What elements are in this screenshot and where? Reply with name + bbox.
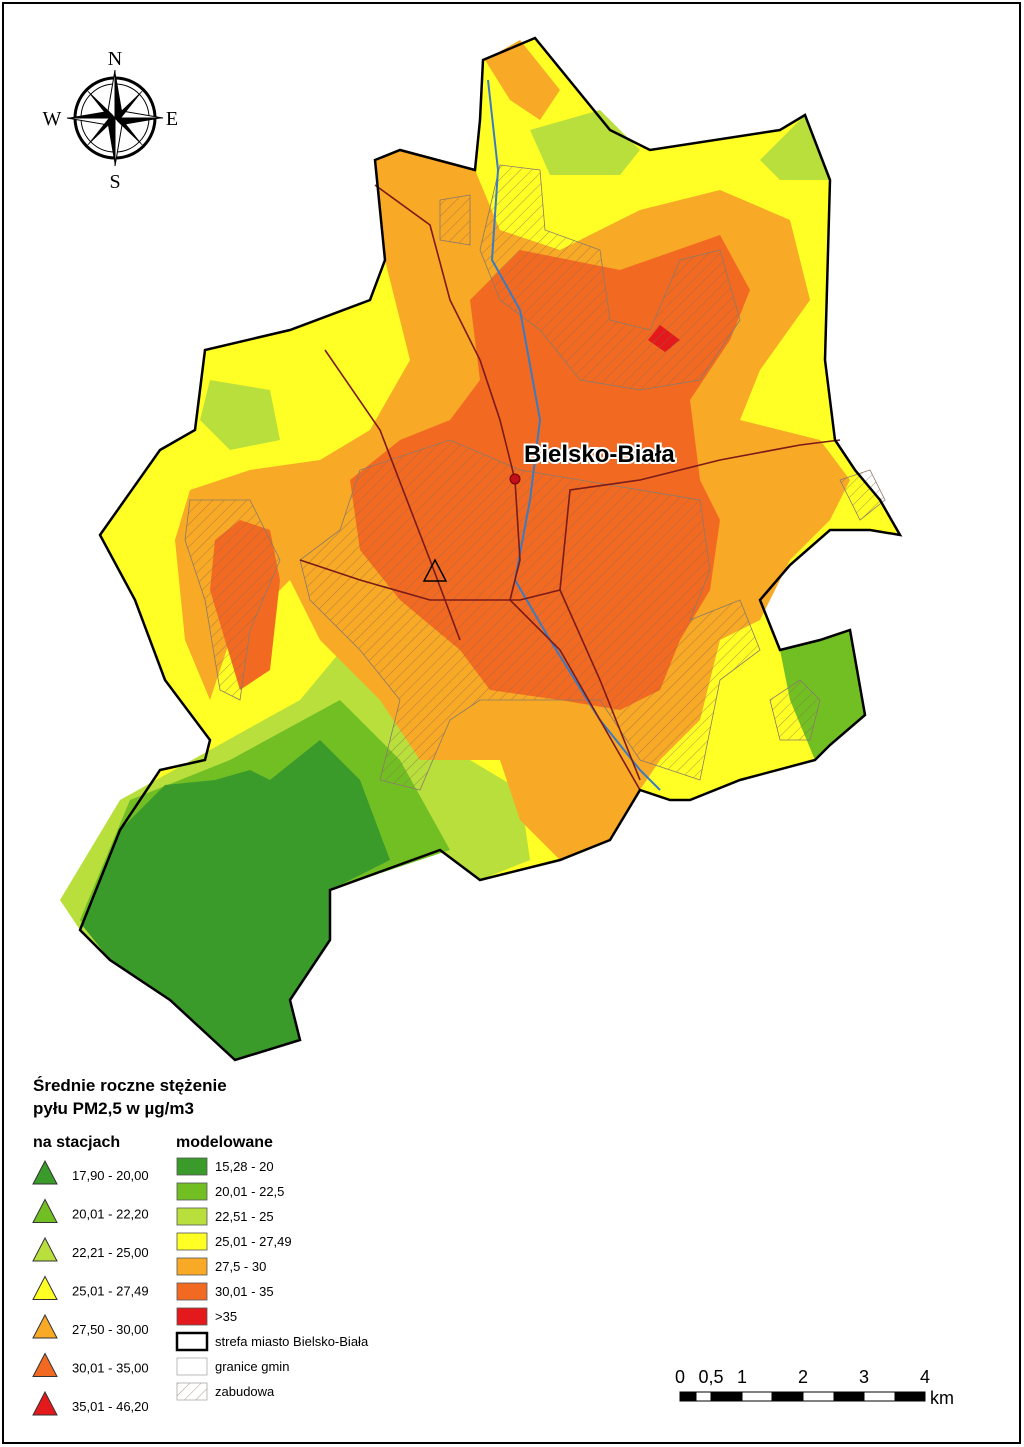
other-label: granice gmin [215, 1359, 289, 1374]
other-label: zabudowa [215, 1384, 275, 1399]
scale-bar: 0 0,5 1 2 3 4km [675, 1367, 954, 1408]
modeled-label: 20,01 - 22,5 [215, 1184, 284, 1199]
station-symbol [32, 1198, 58, 1223]
other-label: strefa miasto Bielsko-Biała [215, 1334, 369, 1349]
scale-unit: km [930, 1388, 954, 1408]
modeled-swatch [176, 1307, 208, 1326]
station-symbol [32, 1352, 58, 1377]
compass-n: N [108, 48, 122, 70]
built-up-areas [184, 164, 886, 791]
scale-label: 4 [920, 1367, 930, 1387]
station-label: 35,01 - 46,20 [72, 1399, 149, 1414]
scale-segment [833, 1391, 865, 1402]
modeled-label: 15,28 - 20 [215, 1159, 274, 1174]
scale-label: 3 [859, 1367, 869, 1387]
scale-label: 0,5 [698, 1367, 723, 1387]
station-label: 25,01 - 27,49 [72, 1284, 149, 1299]
scale-segment [802, 1391, 835, 1402]
station-symbol [32, 1236, 58, 1262]
modeled-label: 25,01 - 27,49 [215, 1234, 292, 1249]
legend-title: pyłu PM2,5 w µg/m3 [33, 1099, 194, 1118]
scale-segment [695, 1391, 712, 1402]
station-symbol [32, 1159, 58, 1185]
city-point [509, 473, 521, 485]
compass-e: E [166, 108, 178, 130]
modeled-swatch [176, 1232, 208, 1251]
scale-segment [771, 1391, 804, 1402]
station-label: 22,21 - 25,00 [72, 1245, 149, 1260]
scale-segment [679, 1391, 697, 1402]
legend: Średnie roczne stężenie pyłu PM2,5 w µg/… [32, 1076, 369, 1416]
station-label: 20,01 - 22,20 [72, 1207, 149, 1222]
modeled-swatch [176, 1207, 208, 1226]
legend-heading: na stacjach [33, 1134, 120, 1151]
station-symbol [32, 1390, 58, 1416]
scale-label: 1 [737, 1367, 747, 1387]
city-boundary [78, 36, 903, 1062]
station-label: 17,90 - 20,00 [72, 1168, 149, 1183]
scale-segment [894, 1391, 926, 1402]
other-swatch [176, 1357, 208, 1376]
modeled-swatch [176, 1157, 208, 1176]
scale-label: 0 [675, 1367, 685, 1387]
modeled-swatch [176, 1182, 208, 1201]
modeled-label: 30,01 - 35 [215, 1284, 274, 1299]
station-label: 30,01 - 35,00 [72, 1361, 149, 1376]
legend-title: Średnie roczne stężenie [33, 1076, 227, 1095]
station-symbol [32, 1313, 58, 1339]
station-marker [422, 558, 448, 582]
scale-segment [710, 1391, 743, 1402]
station-symbol [32, 1275, 58, 1300]
city-label: Bielsko-Biała [524, 441, 675, 468]
other-swatch [176, 1382, 208, 1401]
modeled-label: >35 [215, 1309, 237, 1324]
modeled-label: 27,5 - 30 [215, 1259, 266, 1274]
modeled-swatch [176, 1282, 208, 1301]
compass-rose: N S W E [43, 48, 179, 193]
legend-heading: modelowane [176, 1134, 273, 1151]
other-swatch [175, 1331, 209, 1352]
compass-w: W [43, 108, 62, 130]
modeled-swatch [176, 1257, 208, 1276]
scale-segment [863, 1391, 896, 1402]
scale-segment [741, 1391, 773, 1402]
scale-label: 2 [798, 1367, 808, 1387]
modeled-label: 22,51 - 25 [215, 1209, 274, 1224]
station-label: 27,50 - 30,00 [72, 1322, 149, 1337]
compass-s: S [109, 171, 120, 193]
